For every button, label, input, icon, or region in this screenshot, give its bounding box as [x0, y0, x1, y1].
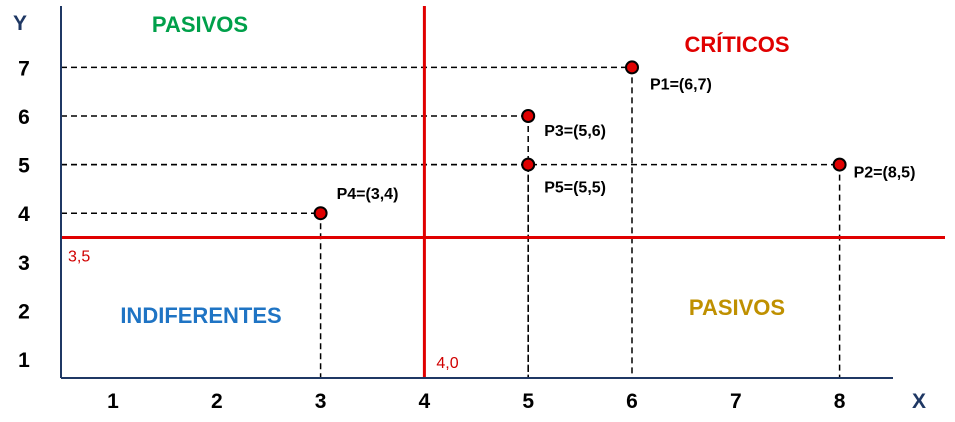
y-tick-label: 3 — [18, 252, 30, 275]
y-axis-label: Y — [13, 12, 27, 35]
tick-labels: 1 2 3 4 5 6 7 8 1 2 3 4 5 6 7 — [18, 57, 846, 413]
quadrant-label-top-left: PASIVOS — [152, 12, 248, 37]
data-point-label: P3=(5,6) — [544, 123, 606, 140]
x-tick-label: 8 — [834, 390, 846, 413]
x-tick-label: 3 — [315, 390, 327, 413]
data-point-label: P2=(8,5) — [854, 165, 916, 182]
guide-lines — [61, 66, 841, 378]
data-point-label: P4=(3,4) — [337, 186, 399, 203]
quadrant-label-bottom-left: INDIFERENTES — [120, 303, 281, 328]
y-tick-label: 7 — [18, 57, 30, 80]
x-tick-label: 5 — [522, 390, 534, 413]
x-axis-label: X — [912, 390, 926, 413]
y-tick-label: 5 — [18, 155, 30, 178]
data-point-marker — [521, 109, 536, 123]
data-point-marker — [313, 206, 328, 221]
vertical-threshold-label: 4,0 — [436, 355, 458, 372]
data-point-marker — [625, 60, 639, 75]
axes — [60, 6, 893, 379]
x-tick-label: 4 — [419, 390, 431, 413]
threshold-lines: 4,0 3,5 — [61, 6, 945, 378]
quadrant-label-top-right: CRÍTICOS — [684, 32, 789, 57]
x-tick-label: 7 — [730, 390, 742, 413]
y-tick-label: 6 — [18, 106, 30, 129]
data-point-marker — [521, 157, 536, 172]
y-tick-label: 2 — [18, 300, 30, 323]
data-points: P1=(6,7) P2=(8,5) P3=(5,6) P4=(3,4) P5=(5,5) — [313, 60, 916, 221]
y-tick-label: 1 — [18, 349, 30, 372]
horizontal-threshold-label: 3,5 — [68, 249, 90, 266]
data-point-label: P5=(5,5) — [544, 180, 606, 197]
quadrant-label-bottom-right: PASIVOS — [689, 295, 785, 320]
x-tick-label: 1 — [107, 390, 119, 413]
x-tick-label: 2 — [211, 390, 223, 413]
x-tick-label: 6 — [626, 390, 638, 413]
quadrant-labels: PASIVOS CRÍTICOS INDIFERENTES PASIVOS — [120, 12, 789, 328]
data-point-marker — [832, 157, 847, 172]
data-point-label: P1=(6,7) — [650, 76, 712, 93]
y-tick-label: 4 — [18, 203, 30, 226]
